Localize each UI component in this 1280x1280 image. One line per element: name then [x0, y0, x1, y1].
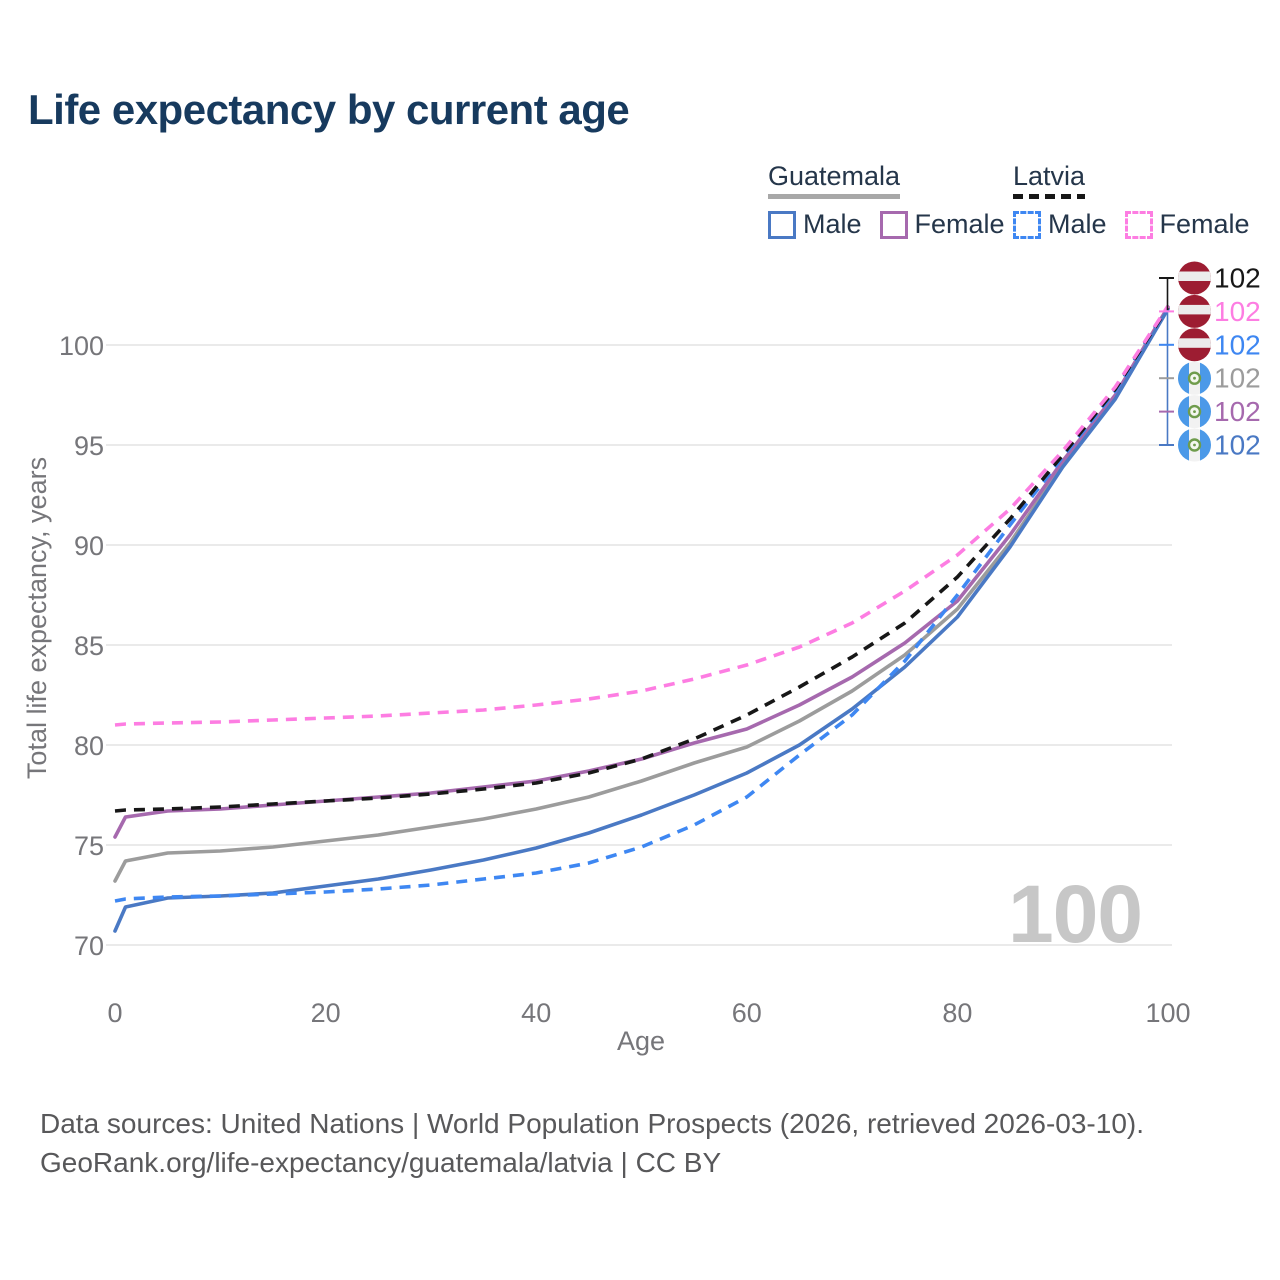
y-tick-label: 95: [74, 431, 104, 461]
legend-item-latvia-male[interactable]: Male: [1013, 209, 1107, 240]
legend-latvia-title: Latvia: [1013, 161, 1086, 191]
guatemala-female-swatch-icon: [879, 210, 908, 239]
line-gt-female[interactable]: [113, 305, 1170, 839]
line-lv-female[interactable]: [114, 305, 1170, 727]
page-title: Life expectancy by current age: [28, 86, 630, 133]
end-value-label-gt-total: 102: [1214, 363, 1261, 394]
y-tick-label: 100: [59, 331, 104, 361]
end-value-label-gt-female: 102: [1214, 396, 1261, 427]
y-axis-title: Total life expectancy, years: [22, 457, 52, 779]
legend-label: Female: [1159, 209, 1250, 239]
latvia-female-swatch-icon: [1124, 210, 1153, 239]
y-tick-label: 85: [74, 631, 104, 661]
y-tick-label: 70: [74, 931, 104, 961]
x-tick-label: 100: [1145, 998, 1190, 1028]
x-tick-label: 20: [311, 998, 341, 1028]
latvia-flag-icon: [1178, 294, 1211, 328]
footer: Data sources: United Nations | World Pop…: [40, 1104, 1144, 1182]
y-tick-label: 75: [74, 831, 104, 861]
legend-item-latvia-female[interactable]: Female: [1124, 209, 1250, 240]
y-tick-label: 90: [74, 531, 104, 561]
end-value-label-lv-female: 102: [1214, 296, 1261, 327]
latvia-flag-icon: [1178, 261, 1211, 295]
legend-group-latvia: Latvia Male Female: [1013, 161, 1250, 240]
line-lv-total[interactable]: [114, 306, 1170, 813]
guatemala-flag-icon: [1178, 428, 1211, 462]
end-value-label-gt-male: 102: [1214, 430, 1261, 461]
legend-guatemala-line-sample: [768, 194, 901, 199]
line-gt-total[interactable]: [113, 306, 1170, 883]
line-gt-male[interactable]: [113, 307, 1170, 933]
footer-data-sources: Data sources: United Nations | World Pop…: [40, 1108, 1145, 1139]
x-axis-title: Age: [617, 1026, 665, 1056]
end-value-label-lv-total: 102: [1214, 263, 1261, 294]
legend-label: Male: [1048, 209, 1107, 239]
age-frame-watermark: 100: [1008, 869, 1143, 960]
x-tick-label: 40: [521, 998, 551, 1028]
latvia-male-swatch-icon: [1013, 210, 1041, 239]
end-value-label-lv-male: 102: [1214, 329, 1261, 360]
guatemala-flag-icon: [1178, 361, 1211, 395]
x-tick-label: 0: [107, 998, 122, 1028]
footer-attribution: GeoRank.org/life-expectancy/guatemala/la…: [40, 1147, 722, 1178]
legend-label: Female: [914, 209, 1005, 239]
latvia-flag-icon: [1178, 328, 1211, 362]
legend-item-guatemala-male[interactable]: Male: [768, 209, 862, 240]
legend-latvia-line-sample: [1013, 194, 1086, 199]
x-tick-label: 80: [942, 998, 972, 1028]
legend-group-guatemala: Guatemala Male Female: [768, 161, 1005, 240]
y-tick-label: 80: [74, 731, 104, 761]
legend-item-guatemala-female[interactable]: Female: [879, 209, 1005, 240]
guatemala-flag-icon: [1178, 395, 1211, 429]
line-lv-male[interactable]: [114, 306, 1170, 903]
legend-label: Male: [803, 209, 862, 239]
guatemala-male-swatch-icon: [768, 210, 796, 239]
x-tick-label: 60: [732, 998, 762, 1028]
legend-guatemala-title: Guatemala: [768, 161, 901, 191]
